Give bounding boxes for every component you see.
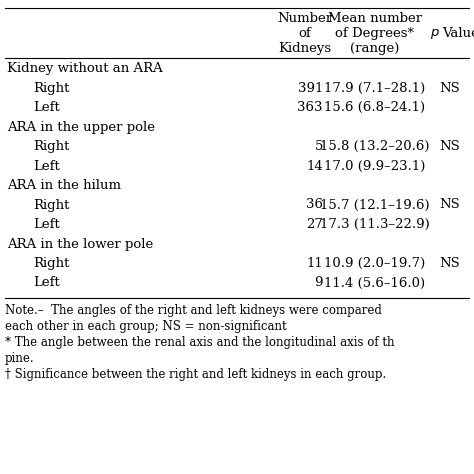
Text: Right: Right (33, 257, 69, 270)
Text: Kidneys: Kidneys (278, 42, 331, 55)
Text: 15.6 (6.8–24.1): 15.6 (6.8–24.1) (324, 101, 426, 114)
Text: 17.0 (9.9–23.1): 17.0 (9.9–23.1) (324, 159, 426, 173)
Text: Kidney without an ARA: Kidney without an ARA (7, 62, 163, 75)
Text: Value: Value (442, 27, 474, 40)
Text: Left: Left (33, 159, 60, 173)
Text: † Significance between the right and left kidneys in each group.: † Significance between the right and lef… (5, 368, 386, 381)
Text: 5: 5 (315, 140, 323, 153)
Text: NS: NS (439, 199, 460, 211)
Text: of Degrees*: of Degrees* (336, 27, 414, 40)
Text: Left: Left (33, 218, 60, 231)
Text: Right: Right (33, 82, 69, 94)
Text: 11.4 (5.6–16.0): 11.4 (5.6–16.0) (324, 276, 426, 290)
Text: pine.: pine. (5, 352, 35, 365)
Text: 17.3 (11.3–22.9): 17.3 (11.3–22.9) (320, 218, 430, 231)
Text: 14: 14 (306, 159, 323, 173)
Text: 11: 11 (306, 257, 323, 270)
Text: 363: 363 (298, 101, 323, 114)
Text: 391: 391 (298, 82, 323, 94)
Text: $p$: $p$ (430, 27, 440, 41)
Text: 15.8 (13.2–20.6): 15.8 (13.2–20.6) (320, 140, 430, 153)
Text: * The angle between the renal axis and the longitudinal axis of th: * The angle between the renal axis and t… (5, 336, 394, 349)
Text: Right: Right (33, 140, 69, 153)
Text: ARA in the upper pole: ARA in the upper pole (7, 120, 155, 134)
Text: NS: NS (439, 257, 460, 270)
Text: NS: NS (439, 140, 460, 153)
Text: Note.–  The angles of the right and left kidneys were compared: Note.– The angles of the right and left … (5, 304, 382, 317)
Text: 15.7 (12.1–19.6): 15.7 (12.1–19.6) (320, 199, 430, 211)
Text: each other in each group; NS = non-significant: each other in each group; NS = non-signi… (5, 320, 287, 333)
Text: Right: Right (33, 199, 69, 211)
Text: 9: 9 (315, 276, 323, 290)
Text: Left: Left (33, 101, 60, 114)
Text: 17.9 (7.1–28.1): 17.9 (7.1–28.1) (324, 82, 426, 94)
Text: Mean number: Mean number (328, 12, 422, 25)
Text: NS: NS (439, 82, 460, 94)
Text: (range): (range) (350, 42, 400, 55)
Text: Left: Left (33, 276, 60, 290)
Text: ARA in the lower pole: ARA in the lower pole (7, 237, 153, 250)
Text: of: of (299, 27, 311, 40)
Text: 10.9 (2.0–19.7): 10.9 (2.0–19.7) (324, 257, 426, 270)
Text: 36: 36 (306, 199, 323, 211)
Text: Number: Number (277, 12, 333, 25)
Text: 27: 27 (306, 218, 323, 231)
Text: ARA in the hilum: ARA in the hilum (7, 179, 121, 192)
